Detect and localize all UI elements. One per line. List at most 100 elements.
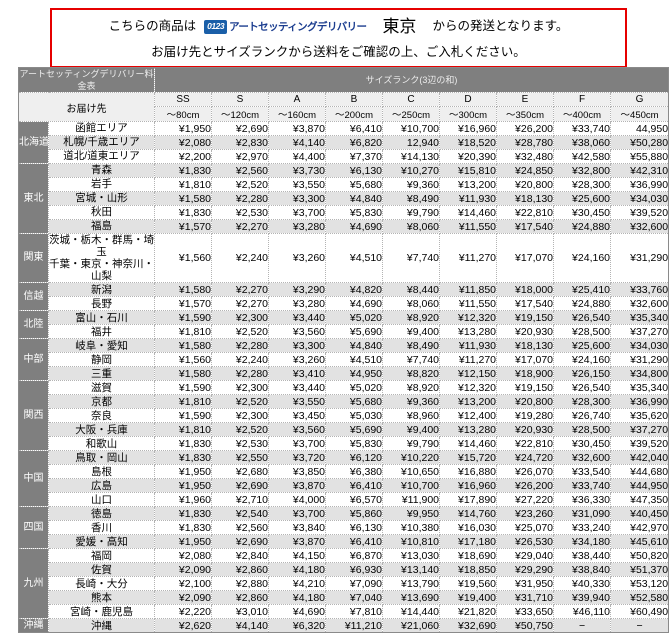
price-cell: ¥5,030 (325, 408, 384, 424)
price-cell: ¥2,690 (211, 534, 270, 550)
price-cell: ¥21,820 (439, 604, 498, 620)
price-cell: ¥10,700 (382, 121, 441, 136)
price-cell: ¥4,210 (268, 576, 327, 592)
table-row: 道北/道東エリア ¥2,200 ¥2,970 ¥4,400 ¥7,370 ¥14,130 ¥… (19, 149, 670, 164)
table-header: アートセッティングデリバリー料金表 サイズランク(3辺の和) お届け先 SS S A… (17, 67, 670, 122)
price-cell: ¥8,490 (382, 191, 441, 206)
destination-cell: 秋田 (47, 205, 156, 220)
price-cell: ¥27,220 (496, 492, 555, 508)
price-cell: ¥6,410 (325, 121, 384, 136)
region-cell: 関西 (18, 380, 49, 452)
delivery-company-logo: 0123 アートセッティングデリバリー (204, 19, 367, 35)
price-cell: ¥1,580 (154, 282, 213, 298)
destination-cell: 岐阜・愛知 (47, 338, 156, 354)
price-cell: ¥2,300 (211, 380, 270, 396)
destination-cell: 茨城・栃木・群馬・埼玉 千葉・東京・神奈川・山梨 (47, 232, 156, 284)
price-cell: ¥25,410 (553, 282, 612, 298)
price-cell: ¥13,200 (439, 177, 498, 192)
price-cell: ¥1,810 (154, 422, 213, 438)
price-cell: ¥17,540 (496, 296, 555, 312)
price-cell: ¥28,300 (553, 177, 612, 192)
price-cell: ¥39,940 (553, 590, 612, 606)
price-cell: ¥16,960 (439, 121, 498, 136)
price-cell: ¥28,500 (553, 422, 612, 438)
region-cell: 北陸 (18, 310, 49, 340)
price-cell: ¥18,000 (496, 282, 555, 298)
price-cell: ¥3,010 (211, 604, 270, 620)
price-cell: ¥8,060 (382, 219, 441, 234)
price-cell: ¥11,210 (325, 618, 384, 633)
price-cell: ¥11,930 (439, 191, 498, 206)
price-cell: ¥1,960 (154, 492, 213, 508)
logo-0123-badge: 0123 (204, 19, 228, 34)
price-cell: ¥31,950 (496, 576, 555, 592)
price-cell: ¥4,150 (268, 548, 327, 564)
price-cell: ¥17,890 (439, 492, 498, 508)
price-cell: ¥42,040 (610, 450, 670, 466)
price-cell: ¥7,040 (325, 590, 384, 606)
destination-cell: 福島 (47, 219, 156, 234)
size-rank-c: C (382, 92, 441, 107)
price-cell: ¥5,860 (325, 506, 384, 522)
price-cell: ¥1,570 (154, 219, 213, 234)
price-cell: ¥4,180 (268, 590, 327, 606)
destination-cell: 滋賀 (47, 380, 156, 396)
region-cell: 中国 (18, 450, 49, 508)
price-cell: ¥8,960 (382, 408, 441, 424)
destination-cell: 和歌山 (47, 436, 156, 452)
price-cell: ¥9,790 (382, 205, 441, 220)
price-cell: ¥18,130 (496, 191, 555, 206)
price-cell: ¥20,930 (496, 324, 555, 340)
price-cell: ¥40,450 (610, 506, 670, 522)
shipping-notice-box: こちらの商品は 0123 アートセッティングデリバリー 東京 からの発送となりま… (50, 8, 627, 68)
price-cell: ¥20,930 (496, 422, 555, 438)
price-cell: ¥16,880 (439, 464, 498, 480)
price-cell: ¥8,060 (382, 296, 441, 312)
price-cell: ¥39,520 (610, 436, 670, 452)
price-cell: ¥47,350 (610, 492, 670, 508)
price-cell: ¥3,440 (268, 380, 327, 396)
price-cell: ¥1,580 (154, 366, 213, 382)
price-cell: ¥32,600 (553, 450, 612, 466)
price-cell: ¥14,440 (382, 604, 441, 620)
price-cell: ¥26,070 (496, 464, 555, 480)
price-cell: ¥1,830 (154, 520, 213, 536)
price-cell: ¥6,410 (325, 534, 384, 550)
price-cell: ¥32,480 (496, 149, 555, 164)
size-dim-a: ～160cm (268, 106, 327, 122)
price-cell: ¥1,950 (154, 121, 213, 136)
price-cell: ¥24,720 (496, 450, 555, 466)
price-cell: ¥11,850 (439, 282, 498, 298)
price-cell: ¥12,400 (439, 408, 498, 424)
price-cell: ¥4,180 (268, 562, 327, 578)
price-cell: ¥3,700 (268, 436, 327, 452)
price-cell: ¥33,740 (553, 121, 612, 136)
price-cell: ¥18,520 (439, 135, 498, 150)
destination-cell: 福井 (47, 324, 156, 340)
price-cell: ¥36,990 (610, 177, 670, 192)
price-cell: ¥8,920 (382, 310, 441, 326)
price-cell: ¥3,280 (268, 219, 327, 234)
price-cell: ¥13,280 (439, 324, 498, 340)
price-cell: ¥2,710 (211, 492, 270, 508)
price-cell: 12,940 (382, 135, 441, 150)
price-cell: ¥5,830 (325, 436, 384, 452)
table-row: 四国 徳島 ¥1,830 ¥2,540 ¥3,700 ¥5,860 ¥9,950 ¥14,76… (18, 506, 670, 550)
price-cell: ¥31,290 (610, 232, 670, 284)
price-cell: ¥2,520 (211, 422, 270, 438)
region-cell: 信越 (18, 282, 49, 312)
region-cell: 北海道 (18, 121, 49, 164)
size-rank-g: G (610, 92, 670, 107)
price-cell: ¥11,270 (439, 232, 498, 284)
table-row: 福井 ¥1,810 ¥2,520 ¥3,560 ¥5,690 ¥9,400 ¥13,280 ¥… (19, 324, 670, 340)
logo-brand-text: アートセッティングデリバリー (229, 20, 367, 33)
table-title-left: アートセッティングデリバリー料金表 (17, 67, 156, 93)
region-cell: 関東 (18, 232, 49, 284)
price-cell: ¥26,200 (496, 478, 555, 494)
price-cell: ¥33,740 (553, 478, 612, 494)
price-cell: ¥2,560 (211, 163, 270, 178)
price-cell: ¥25,600 (553, 338, 612, 354)
price-cell: ¥3,870 (268, 121, 327, 136)
size-dim-g: ～450cm (610, 106, 670, 122)
price-cell: ¥26,200 (496, 121, 555, 136)
